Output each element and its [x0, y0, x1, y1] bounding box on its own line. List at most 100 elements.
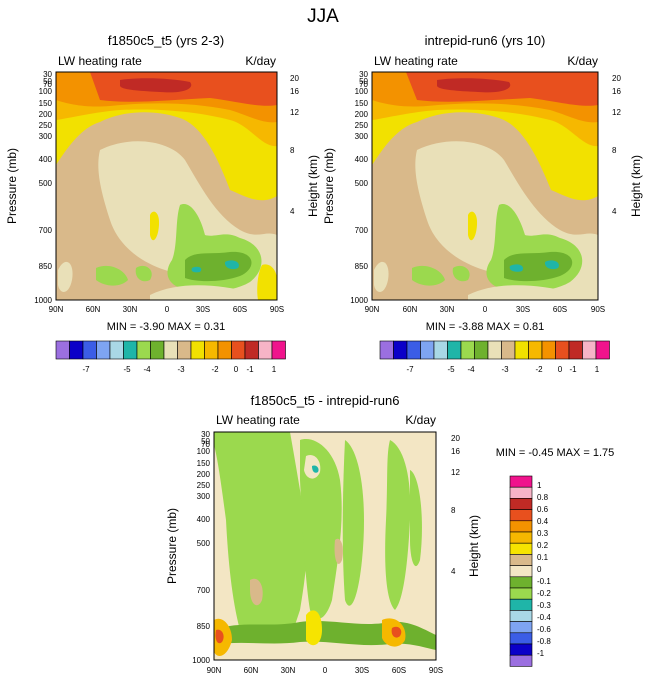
right-stats: MIN = -3.88 MAX = 0.81 [426, 321, 545, 333]
diff-green-left [214, 432, 308, 642]
left-panel-units: K/day [245, 54, 276, 68]
right-ylabel: Pressure (mb) [322, 148, 336, 224]
right-cb-label: -7 [406, 365, 414, 374]
left-p-tick: 100 [39, 87, 53, 96]
left-p-tick: 30 [43, 70, 52, 79]
left-cb-label: -4 [143, 365, 151, 374]
right-p-tick: 200 [355, 110, 369, 119]
right-lat-tick: 0 [483, 305, 488, 314]
right-lat-tick: 30N [440, 305, 455, 314]
left-p-tick: 300 [39, 132, 53, 141]
right-p-tick: 150 [355, 99, 369, 108]
diff-tan-patch [250, 578, 263, 606]
diff-ylabel-right: Height (km) [467, 515, 481, 577]
right-colorbar-swatch [501, 340, 516, 360]
diff-p-tick: 1000 [192, 656, 210, 665]
right-p-tick: 700 [355, 226, 369, 235]
left-cream-patch [58, 261, 73, 292]
left-cream-strip [150, 285, 262, 300]
diff-green-right-2 [410, 470, 422, 567]
right-cb-label: -5 [447, 365, 455, 374]
diff-p-tick: 300 [197, 492, 211, 501]
left-colorbar-swatch [190, 340, 205, 360]
right-colorbar-swatch [393, 340, 408, 360]
right-lat-tick: 90S [591, 305, 605, 314]
diff-colorbar-labels: 1 0.8 0.6 0.4 0.3 0.2 0.1 0 -0.1 -0.2 -0… [537, 481, 551, 658]
diff-colorbar-swatch [509, 554, 533, 566]
left-lat-tick: 90N [49, 305, 64, 314]
right-teal-spot-2 [509, 264, 524, 272]
right-colorbar-swatch [528, 340, 543, 360]
diff-cb-label: 0.2 [537, 541, 549, 550]
diff-cb-label: 0.4 [537, 517, 549, 526]
diff-panel-title: f1850c5_t5 - intrepid-run6 [251, 393, 400, 408]
diff-colorbar-swatch [509, 621, 533, 634]
left-colorbar-swatch [96, 340, 111, 360]
right-h-tick: 16 [612, 87, 621, 96]
right-colorbar-swatch [420, 340, 435, 360]
diff-colorbar-swatch [509, 654, 533, 667]
diff-cb-label: -0.6 [537, 625, 551, 634]
right-p-tick: 400 [355, 155, 369, 164]
diff-stats: MIN = -0.45 MAX = 1.75 [496, 447, 615, 459]
left-contour-field [56, 72, 277, 300]
left-colorbar-swatch [244, 340, 259, 360]
right-panel-units: K/day [567, 54, 598, 68]
diff-cb-label: 1 [537, 481, 542, 490]
right-colorbar-swatch [474, 340, 489, 360]
diff-colorbar-swatch [509, 598, 533, 611]
diff-colorbar-swatch [509, 531, 533, 544]
right-p-tick: 250 [355, 121, 369, 130]
diff-p-tick: 500 [197, 539, 211, 548]
diff-tan-patch-2 [334, 538, 343, 564]
diff-colorbar-swatch [509, 565, 533, 578]
diff-colorbar [509, 475, 533, 667]
diff-p-tick: 400 [197, 515, 211, 524]
left-cb-label: 0 [234, 365, 239, 374]
right-ylabel-right: Height (km) [629, 155, 643, 217]
diff-colorbar-swatch [509, 632, 533, 645]
left-colorbar-swatch [123, 340, 138, 360]
left-p-tick: 1000 [34, 296, 52, 305]
left-colorbar-swatch [163, 340, 178, 360]
left-dark-green-region [185, 251, 252, 282]
diff-p-tick: 250 [197, 481, 211, 490]
diff-red-left [215, 629, 224, 644]
diff-h-tick: 8 [451, 506, 456, 515]
diff-p-tick: 150 [197, 459, 211, 468]
left-dark-red-core [120, 78, 192, 93]
left-p-tick: 700 [39, 226, 53, 235]
diff-colorbar-swatch [509, 486, 533, 499]
left-green-patch-2 [135, 265, 152, 282]
right-cb-label: -2 [535, 365, 543, 374]
diff-colorbar-swatch [509, 520, 533, 533]
left-yellow-corner [257, 264, 277, 300]
diff-lat-tick: 60S [392, 666, 406, 675]
diff-lat-tick: 90S [429, 666, 443, 675]
right-p-tick: 50 [359, 77, 368, 86]
diff-colorbar-swatch [509, 509, 533, 522]
left-colorbar-swatch [217, 340, 232, 360]
diff-cb-label: 0.3 [537, 529, 549, 538]
diff-p-tick: 700 [197, 586, 211, 595]
diff-cb-label: 0.1 [537, 553, 549, 562]
right-h-tick: 12 [612, 108, 621, 117]
left-colorbar-swatch [204, 340, 219, 360]
right-contour-field [372, 72, 598, 300]
left-colorbar [55, 340, 286, 360]
left-ylabel: Pressure (mb) [5, 148, 19, 224]
left-p-tick: 50 [43, 77, 52, 86]
left-teal-spot [224, 260, 239, 270]
right-colorbar-swatch [582, 340, 597, 360]
left-yellow-spot [150, 211, 160, 241]
left-stats: MIN = -3.90 MAX = 0.31 [107, 321, 226, 333]
left-cb-label: 1 [272, 365, 277, 374]
left-panel: f1850c5_t5 (yrs 2-3) LW heating rate K/d… [5, 33, 320, 374]
right-colorbar-swatch [447, 340, 462, 360]
right-colorbar-swatch [555, 340, 570, 360]
right-cb-label: -1 [569, 365, 577, 374]
left-h-tick: 4 [290, 207, 295, 216]
right-dark-red-core [437, 78, 511, 93]
right-p-tick: 1000 [350, 296, 368, 305]
